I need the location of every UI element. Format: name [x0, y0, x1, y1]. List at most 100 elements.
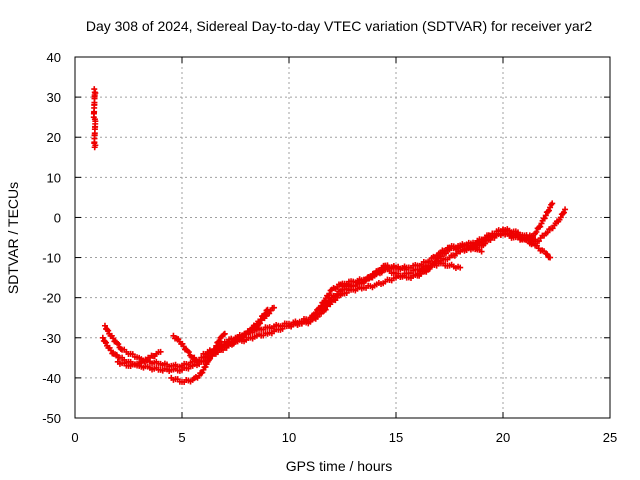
data-point — [105, 327, 112, 334]
data-point — [107, 347, 114, 354]
data-point — [535, 238, 542, 245]
data-point — [220, 331, 227, 338]
y-tick-label: 40 — [47, 50, 61, 65]
data-point — [241, 331, 248, 338]
data-point — [530, 240, 537, 247]
data-point — [91, 139, 98, 146]
data-point — [322, 306, 329, 313]
x-axis-label: GPS time / hours — [286, 458, 393, 474]
y-tick-label: -10 — [42, 251, 61, 266]
data-point — [541, 248, 548, 255]
data-point — [194, 359, 201, 366]
data-point — [155, 360, 162, 367]
data-point — [559, 210, 566, 217]
data-point — [90, 110, 97, 117]
data-point — [206, 355, 213, 362]
data-point — [434, 255, 441, 262]
data-point — [476, 246, 483, 253]
data-point — [216, 338, 223, 345]
data-point — [544, 229, 551, 236]
data-point — [110, 335, 117, 342]
data-point — [151, 352, 158, 359]
data-point — [101, 322, 108, 329]
data-point — [533, 228, 540, 235]
plot-frame — [74, 56, 611, 419]
data-point — [401, 265, 408, 272]
data-point — [348, 283, 355, 290]
data-point — [546, 207, 553, 214]
y-axis: -50 -40 -30 -20 -10 0 10 20 30 40 — [42, 50, 610, 426]
data-point — [358, 280, 365, 287]
data-point — [369, 270, 376, 277]
series-track-7 — [211, 306, 271, 354]
data-point — [269, 305, 276, 312]
data-point — [544, 208, 551, 215]
data-point — [262, 310, 269, 317]
y-tick-label: 10 — [47, 170, 61, 185]
data-point — [176, 367, 183, 374]
series-track-2 — [99, 230, 539, 374]
data-point — [401, 272, 408, 279]
data-point — [548, 201, 555, 208]
y-tick-label: 20 — [47, 130, 61, 145]
data-point — [187, 378, 194, 385]
data-point — [185, 349, 192, 356]
x-tick-label: 0 — [71, 430, 78, 445]
data-point — [321, 298, 328, 305]
series-track-13 — [521, 200, 556, 243]
data-point — [247, 327, 254, 334]
data-point — [180, 343, 187, 350]
data-point — [482, 240, 489, 247]
data-point — [444, 247, 451, 254]
chart-title: Day 308 of 2024, Sidereal Day-to-day VTE… — [86, 18, 592, 34]
data-point — [312, 310, 319, 317]
data-point — [537, 223, 544, 230]
data-point — [145, 354, 152, 361]
data-point — [294, 321, 301, 328]
data-point — [390, 263, 397, 270]
data-point — [217, 334, 224, 341]
data-point — [175, 336, 182, 343]
data-points — [90, 86, 569, 386]
grid — [75, 57, 610, 418]
series-track-10 — [414, 260, 464, 277]
data-point — [337, 292, 344, 299]
y-axis-label: SDTVAR / TECUs — [5, 182, 21, 294]
data-point — [545, 254, 552, 261]
data-point — [530, 232, 537, 239]
data-point — [432, 258, 439, 265]
data-point — [155, 366, 162, 373]
data-point — [166, 367, 173, 374]
data-point — [465, 243, 472, 250]
data-point — [263, 307, 270, 314]
y-tick-label: -30 — [42, 331, 61, 346]
data-point — [433, 262, 440, 269]
series-track-14 — [534, 206, 569, 245]
data-point — [155, 349, 162, 356]
data-point — [348, 278, 355, 285]
data-point — [556, 216, 563, 223]
y-tick-label: -40 — [42, 371, 61, 386]
data-point — [305, 318, 312, 325]
data-point — [203, 361, 210, 368]
data-point — [252, 322, 259, 329]
data-point — [455, 263, 462, 270]
data-point — [444, 256, 451, 263]
data-point — [199, 369, 206, 376]
data-point — [560, 209, 567, 216]
series-track-9 — [339, 262, 410, 290]
series-track-4 — [168, 330, 228, 386]
data-point — [508, 230, 515, 237]
x-tick-label: 10 — [282, 430, 296, 445]
data-point — [314, 313, 321, 320]
data-point — [368, 273, 375, 280]
data-point — [194, 374, 201, 381]
data-point — [380, 280, 387, 287]
y-tick-label: 0 — [54, 210, 61, 225]
series-track-11 — [457, 241, 485, 255]
data-point — [541, 215, 548, 222]
data-point — [187, 363, 194, 370]
y-tick-label: -50 — [42, 411, 61, 426]
x-tick-label: 15 — [389, 430, 403, 445]
data-point — [423, 266, 430, 273]
